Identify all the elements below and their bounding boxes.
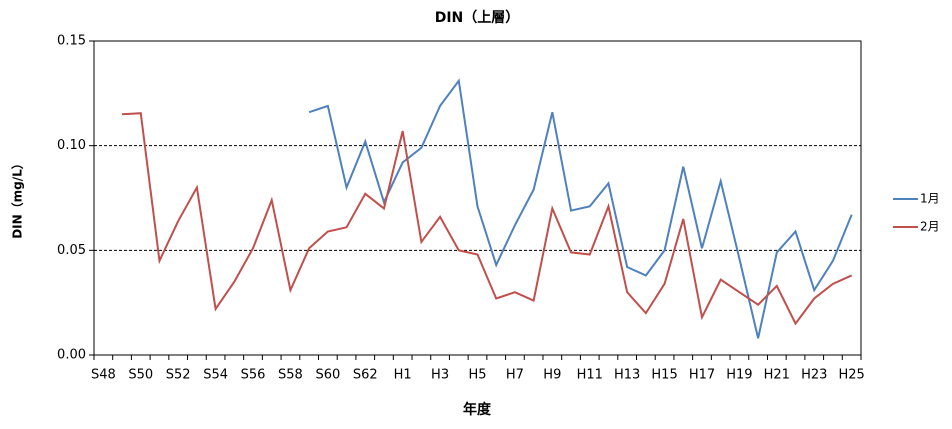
x-tick-label: H19 bbox=[726, 368, 752, 383]
x-tick-label: H5 bbox=[468, 368, 486, 383]
y-tick-label: 0.10 bbox=[57, 138, 86, 153]
x-axis-label: 年度 bbox=[463, 401, 492, 418]
x-tick-label: H17 bbox=[689, 368, 715, 383]
x-tick-label: S60 bbox=[315, 368, 340, 383]
legend-label: 1月 bbox=[920, 192, 940, 206]
x-tick-label: H23 bbox=[801, 368, 827, 383]
x-tick-label: H1 bbox=[394, 368, 412, 383]
x-tick-label: H21 bbox=[764, 368, 790, 383]
y-tick-label: 0.05 bbox=[57, 243, 86, 258]
x-tick-label: H11 bbox=[577, 368, 603, 383]
x-tick-label: H13 bbox=[614, 368, 640, 383]
y-axis-label: DIN（mg/L） bbox=[10, 157, 25, 239]
x-tick-label: S54 bbox=[203, 368, 228, 383]
series-line bbox=[308, 78, 853, 339]
x-tick-label: S48 bbox=[91, 368, 116, 383]
chart-title: DIN（上層） bbox=[435, 10, 520, 26]
x-tick-label: H25 bbox=[838, 368, 864, 383]
y-tick-label: 0.00 bbox=[57, 348, 86, 363]
x-tick-label: S58 bbox=[278, 368, 303, 383]
x-tick-label: S56 bbox=[241, 368, 266, 383]
plot-frame bbox=[93, 40, 862, 356]
series-line bbox=[122, 112, 853, 326]
x-tick-label: H9 bbox=[543, 368, 561, 383]
x-tick-label: H3 bbox=[431, 368, 449, 383]
x-tick-label: H7 bbox=[506, 368, 524, 383]
y-tick-label: 0.15 bbox=[57, 34, 86, 49]
x-tick-label: S62 bbox=[353, 368, 378, 383]
x-tick-label: S52 bbox=[166, 368, 191, 383]
legend-label: 2月 bbox=[920, 220, 940, 234]
x-tick-label: H15 bbox=[651, 368, 677, 383]
x-tick-label: S50 bbox=[128, 368, 153, 383]
